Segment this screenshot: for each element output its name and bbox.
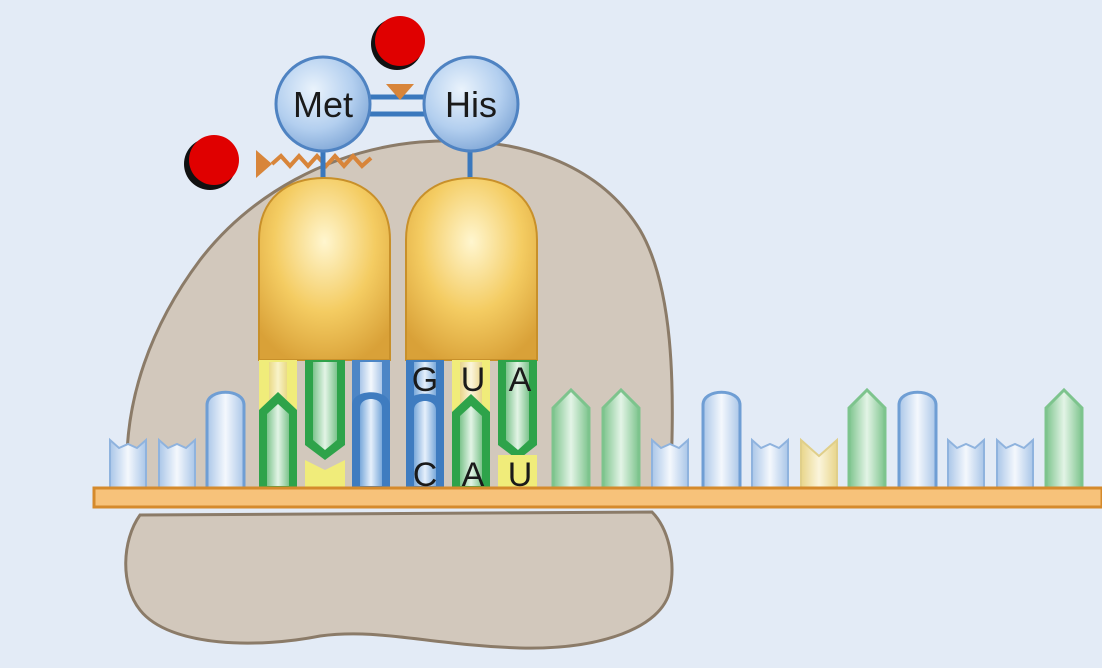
mrna-nt bbox=[601, 387, 641, 490]
amino-acid-his-label: His bbox=[445, 84, 497, 125]
mrna-nt bbox=[205, 390, 246, 490]
mrna-nt bbox=[751, 437, 789, 489]
codon-nucleotides bbox=[259, 392, 537, 488]
mrna-nt bbox=[897, 390, 938, 490]
mrna-nt bbox=[701, 390, 742, 490]
ribosome-small-subunit bbox=[124, 510, 674, 650]
mrna-nt bbox=[551, 387, 591, 490]
mrna-nt bbox=[947, 437, 985, 489]
amino-acid-met-label: Met bbox=[293, 84, 353, 125]
marker-dot-top bbox=[371, 16, 425, 70]
mrna-strand bbox=[92, 486, 1102, 509]
mrna-nt bbox=[651, 437, 689, 489]
mrna-nt bbox=[109, 437, 147, 489]
trna-his-body bbox=[405, 176, 538, 361]
mrna-nt bbox=[1044, 387, 1084, 490]
marker-dot-left bbox=[184, 135, 239, 190]
anticodon-base-3: A bbox=[509, 361, 532, 399]
mrna-nt bbox=[996, 437, 1034, 489]
mrna-nt bbox=[800, 437, 838, 489]
anticodon-base-2: U bbox=[461, 361, 486, 399]
mrna-nt bbox=[847, 387, 887, 490]
codon-base-2: A bbox=[462, 456, 485, 494]
peptide-bond bbox=[362, 84, 432, 117]
mrna-nucleotides bbox=[109, 387, 1084, 490]
trna-met-body bbox=[258, 176, 391, 361]
mrna-nt bbox=[158, 437, 196, 489]
amino-acid-his: His bbox=[422, 55, 520, 153]
anticodon-base-1: G bbox=[412, 361, 438, 399]
amino-acid-met: Met bbox=[274, 55, 372, 153]
